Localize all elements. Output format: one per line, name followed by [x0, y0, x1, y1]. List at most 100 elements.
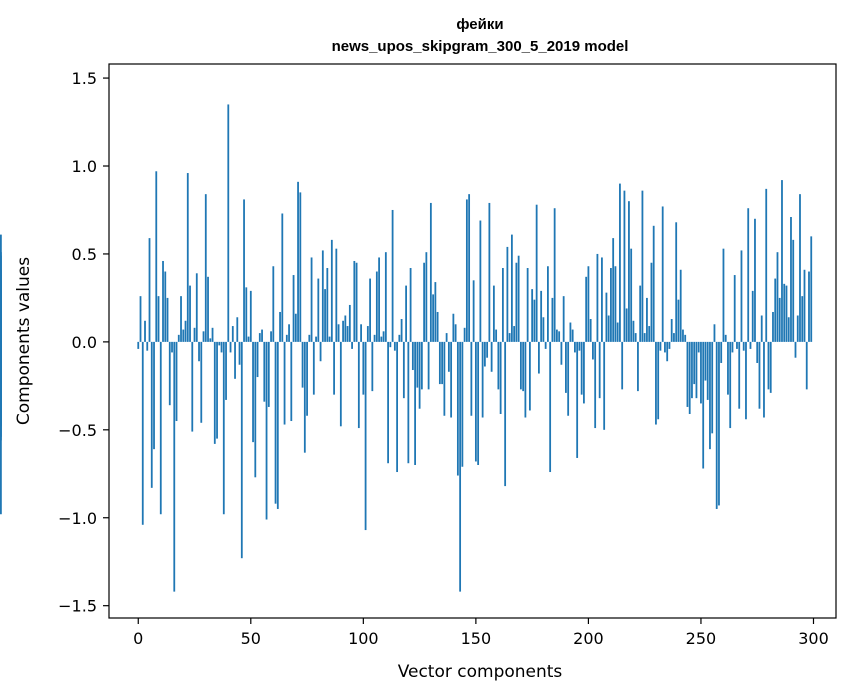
bar: [700, 341, 702, 404]
bar: [472, 280, 475, 342]
bar: [533, 299, 536, 342]
bar: [677, 299, 680, 342]
bar: [801, 296, 804, 342]
bar: [177, 334, 180, 342]
bar: [436, 311, 439, 342]
bar: [528, 341, 531, 411]
bar: [501, 268, 504, 342]
bar: [567, 341, 570, 416]
bar: [679, 269, 682, 342]
bar: [758, 341, 761, 409]
bar: [137, 341, 140, 349]
bar: [659, 341, 662, 351]
bar: [456, 341, 459, 476]
bar: [733, 275, 736, 342]
bar: [346, 326, 349, 342]
bar: [339, 341, 342, 427]
bar: [538, 341, 540, 374]
bar: [240, 341, 243, 559]
bar: [438, 341, 441, 385]
bar: [351, 341, 353, 349]
bar: [166, 297, 169, 342]
bar: [664, 341, 666, 353]
x-axis: 0 50 100 150 200 250 300: [133, 618, 829, 648]
bar: [380, 336, 383, 342]
bar: [583, 341, 585, 404]
bar: [684, 334, 687, 342]
bar: [637, 341, 639, 392]
bar: [519, 341, 522, 390]
bar: [216, 341, 218, 439]
y-tick-label: −0.5: [58, 421, 97, 440]
bar: [760, 315, 763, 342]
bar: [756, 341, 759, 363]
bar: [198, 341, 200, 362]
bar: [805, 341, 808, 390]
bar: [747, 208, 750, 342]
bar: [362, 341, 365, 395]
bar: [193, 327, 196, 342]
bar: [364, 341, 367, 531]
bar: [594, 341, 597, 429]
bar: [238, 341, 241, 365]
bar: [321, 250, 324, 342]
bar: [184, 320, 187, 342]
bar: [702, 341, 705, 469]
bar: [159, 341, 162, 515]
bar: [576, 341, 579, 458]
bar: [492, 285, 495, 342]
bar: [526, 268, 529, 342]
bar: [204, 194, 207, 342]
bar: [607, 315, 610, 342]
bar: [258, 333, 261, 342]
bar: [288, 324, 290, 342]
bar: [549, 341, 552, 473]
bar: [452, 313, 455, 342]
bar: [326, 268, 329, 342]
bar: [414, 341, 416, 465]
y-tick-label: −1.0: [58, 509, 97, 528]
bar: [373, 334, 376, 342]
bar: [146, 341, 149, 351]
bar: [348, 304, 351, 342]
bar: [495, 329, 498, 342]
chart-subtitle: news_upos_skipgram_300_5_2019 model: [332, 38, 629, 55]
y-tick-label: 0.5: [72, 245, 97, 264]
bar: [497, 341, 500, 390]
bar: [749, 341, 752, 349]
bar: [459, 341, 462, 592]
bar: [425, 252, 428, 342]
bar: [628, 201, 630, 342]
bar: [186, 173, 189, 342]
bar: [666, 341, 669, 362]
bar: [778, 297, 781, 342]
bar: [668, 341, 671, 349]
bar: [432, 294, 435, 342]
bar: [718, 341, 720, 506]
bar: [450, 341, 453, 418]
bar: [738, 341, 741, 409]
bar: [225, 341, 227, 400]
bar: [261, 329, 263, 342]
bar: [405, 285, 407, 342]
bar: [274, 341, 277, 504]
bar: [693, 341, 696, 385]
bar: [596, 253, 599, 342]
bar: [574, 341, 576, 353]
bar: [740, 250, 743, 342]
bar: [209, 338, 212, 342]
bar: [310, 257, 313, 342]
bar: [488, 202, 491, 342]
bar: [796, 315, 799, 342]
bar: [589, 319, 592, 342]
bar: [542, 317, 545, 342]
bar: [616, 322, 619, 342]
bar: [171, 341, 173, 353]
bar: [610, 268, 612, 342]
bar: [202, 331, 205, 342]
bar: [164, 271, 167, 342]
bar: [776, 252, 779, 342]
bar: [670, 319, 673, 342]
bar: [375, 271, 378, 342]
bar: [139, 296, 142, 342]
